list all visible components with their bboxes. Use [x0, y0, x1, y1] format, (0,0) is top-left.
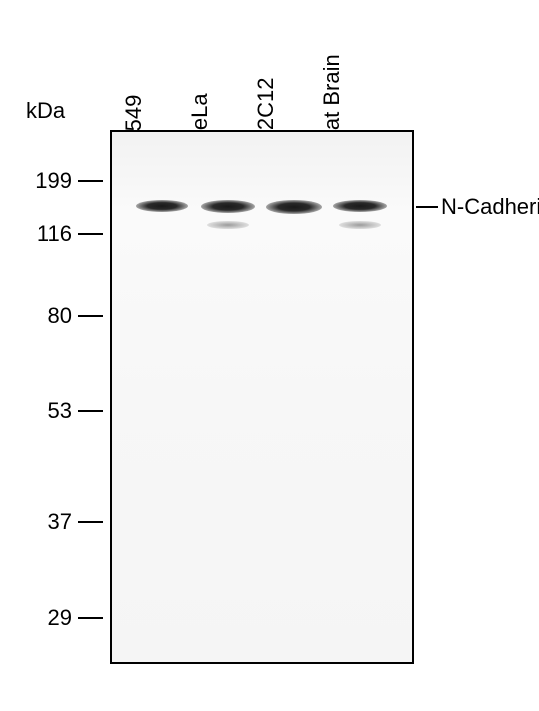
blot-membrane: [110, 130, 414, 664]
axis-unit-label: kDa: [26, 98, 65, 124]
mw-label-116: 116: [34, 221, 72, 247]
mw-tick-53: [78, 410, 103, 412]
band-ratbrain-ncadherin: [333, 200, 387, 212]
band-a549-ncadherin: [136, 200, 188, 212]
mw-label-80: 80: [34, 303, 72, 329]
mw-label-199: 199: [34, 168, 72, 194]
mw-label-37: 37: [34, 509, 72, 535]
mw-tick-80: [78, 315, 103, 317]
western-blot-figure: kDa 199 116 80 53 37 29 A549 HeLa C2C12 …: [20, 20, 539, 691]
mw-label-53: 53: [34, 398, 72, 424]
mw-tick-199: [78, 180, 103, 182]
band-hela-ncadherin: [201, 200, 255, 213]
protein-label-ncadherin: N-Cadherin: [441, 194, 539, 220]
mw-tick-37: [78, 521, 103, 523]
mw-tick-116: [78, 233, 103, 235]
band-ratbrain-faint: [339, 221, 381, 229]
mw-tick-29: [78, 617, 103, 619]
protein-tick: [416, 206, 438, 208]
band-hela-faint: [207, 221, 249, 229]
band-c2c12-ncadherin: [266, 200, 322, 214]
mw-label-29: 29: [34, 605, 72, 631]
